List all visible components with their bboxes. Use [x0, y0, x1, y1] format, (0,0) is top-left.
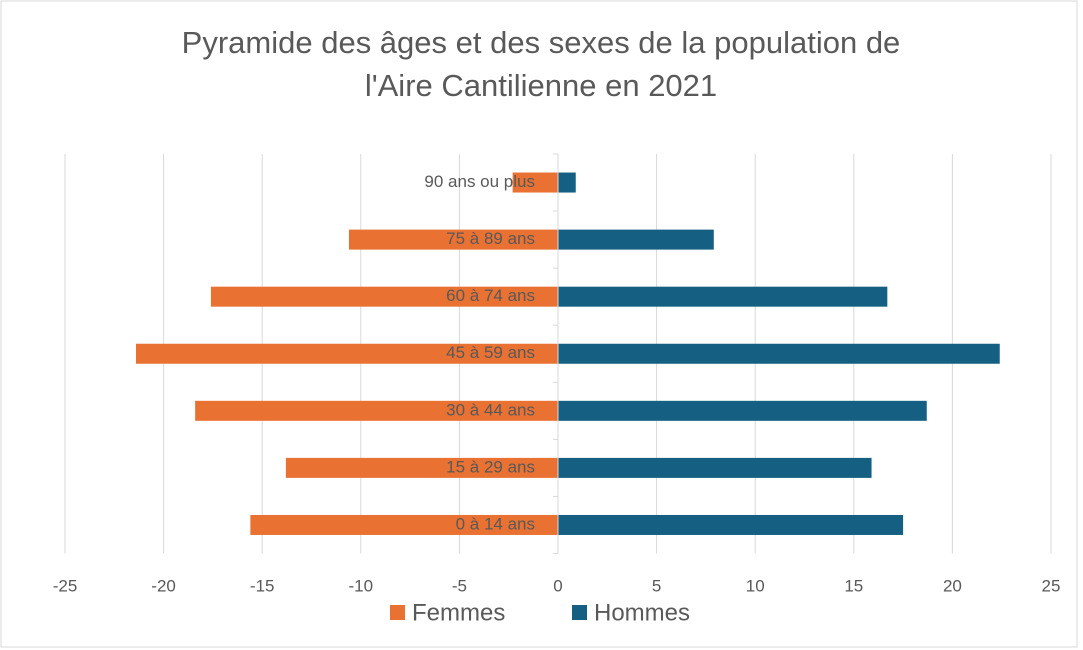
x-tick-label: 10 [746, 576, 765, 595]
x-tick-label: -20 [151, 576, 176, 595]
legend-label: Femmes [412, 599, 505, 626]
category-label: 30 à 44 ans [446, 400, 535, 419]
x-tick-label: 20 [943, 576, 962, 595]
bar [558, 343, 1000, 364]
bar [558, 457, 872, 478]
chart-title: l'Aire Cantilienne en 2021 [365, 68, 717, 103]
category-label: 75 à 89 ans [446, 229, 535, 248]
bar [210, 286, 559, 307]
category-label: 90 ans ou plus [424, 172, 535, 191]
category-label: 0 à 14 ans [456, 514, 535, 533]
bar [558, 172, 576, 193]
x-tick-label: -5 [452, 576, 467, 595]
x-tick-label: 25 [1042, 576, 1061, 595]
bar [558, 514, 904, 535]
x-tick-label: -25 [53, 576, 78, 595]
bar [195, 400, 559, 421]
legend-label: Hommes [594, 599, 690, 626]
x-tick-label: -15 [250, 576, 275, 595]
chart-title: Pyramide des âges et des sexes de la pop… [182, 25, 901, 60]
category-label: 45 à 59 ans [446, 343, 535, 362]
bar [348, 229, 558, 250]
category-label: 15 à 29 ans [446, 457, 535, 476]
bar [558, 229, 714, 250]
category-label: 60 à 74 ans [446, 286, 535, 305]
bar [250, 514, 559, 535]
legend-swatch [390, 605, 405, 620]
bar [558, 400, 927, 421]
bar [285, 457, 558, 478]
x-tick-label: 5 [652, 576, 661, 595]
bar [558, 286, 888, 307]
x-tick-label: 0 [553, 576, 562, 595]
bar [512, 172, 558, 193]
bar [135, 343, 558, 364]
legend-swatch [572, 605, 587, 620]
x-tick-label: -10 [349, 576, 374, 595]
x-tick-label: 15 [844, 576, 863, 595]
